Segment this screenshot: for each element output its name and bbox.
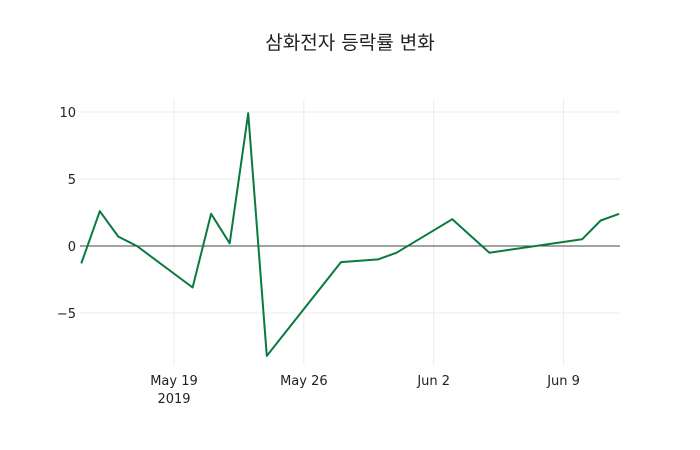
- x-tick-label: Jun 2: [416, 374, 450, 389]
- y-tick-label: −5: [57, 307, 76, 322]
- x-tick-label: May 26: [280, 374, 328, 389]
- y-tick-label: 10: [59, 106, 76, 121]
- y-tick-label: 0: [68, 240, 76, 255]
- chart-title: 삼화전자 등락률 변화: [265, 32, 435, 54]
- x-tick-label: Jun 9: [546, 374, 580, 389]
- x-tick-label: May 19: [150, 374, 198, 389]
- x-tick-label: 2019: [157, 392, 190, 407]
- data-line: [80, 112, 620, 357]
- y-tick-label: 5: [68, 173, 76, 188]
